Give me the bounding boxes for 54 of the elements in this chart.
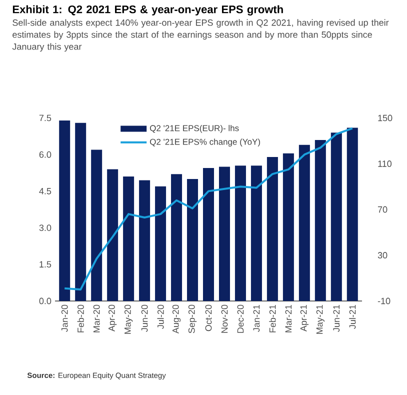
bar	[203, 168, 214, 301]
x-tick-label: Feb-21	[269, 304, 276, 332]
legend-label: Q2 '21E EPS% change (YoY)	[150, 138, 260, 147]
x-tick-label: Nov-20	[221, 304, 228, 333]
bar	[250, 166, 262, 301]
x-tick-label: Mar-21	[285, 304, 292, 332]
legend-label: Q2 '21E EPS(EUR)- lhs	[150, 124, 239, 133]
bar	[155, 186, 166, 301]
x-tick-label: Oct-20	[205, 304, 212, 332]
bar	[171, 174, 182, 301]
x-tick-label: Jun-20	[141, 304, 148, 332]
x-tick-label: Jun-21	[333, 304, 340, 332]
y-tick-label: 6.0	[39, 151, 52, 158]
x-tick-label: Apr-21	[300, 304, 309, 332]
bar	[91, 150, 102, 301]
bar	[346, 128, 358, 301]
bar	[59, 120, 70, 301]
y-tick-label: 4.5	[39, 188, 52, 194]
bar	[187, 178, 198, 301]
bar	[314, 140, 326, 301]
bar	[107, 169, 118, 301]
x-tick-label: Jan-21	[253, 304, 260, 332]
x-tick-label: Sep-20	[188, 304, 197, 334]
bar	[282, 153, 294, 301]
bar	[266, 157, 278, 301]
chart-subtitle: Sell-side analysts expect 140% year-on-year EPS growth in Q2 2021, having revised up their estimates by 3ppts since the start of the earnings season and by more than 50ppts since January this year	[12, 19, 389, 52]
y2-tick-label: 150	[378, 114, 392, 122]
y2-tick-label: 30	[378, 252, 388, 258]
x-tick-label: Feb-20	[77, 304, 84, 332]
x-tick-label: Apr-20	[108, 304, 117, 332]
x-tick-label: Jan-20	[61, 304, 68, 332]
x-tick-label: Jul-21	[349, 304, 356, 329]
bar	[234, 166, 246, 301]
bar	[298, 144, 310, 301]
y-tick-label: 3.0	[39, 224, 52, 231]
x-tick-label: Dec-20	[237, 304, 244, 333]
bar	[330, 132, 342, 301]
x-tick-label: Jul-20	[157, 304, 164, 329]
x-tick-label: May-20	[124, 304, 133, 334]
x-tick-label: Aug-20	[172, 304, 181, 334]
y-tick-label: 1.5	[40, 261, 52, 268]
y2-tick-label: 70	[378, 206, 388, 213]
bar	[139, 180, 150, 301]
y2-tick-label: 110	[378, 160, 392, 167]
y-tick-label: 7.5	[39, 114, 52, 122]
y-tick-label: 0.0	[39, 298, 52, 304]
y2-tick-label: -10	[378, 298, 390, 304]
bar	[123, 176, 134, 301]
x-tick-label: Mar-20	[93, 304, 100, 332]
line-series	[64, 127, 354, 291]
bar	[75, 122, 86, 301]
bar	[218, 166, 230, 301]
chart-title: Exhibit 1: Q2 2021 EPS & year-on-year EPS growth	[12, 5, 283, 16]
x-tick-label: May-21	[316, 304, 324, 334]
